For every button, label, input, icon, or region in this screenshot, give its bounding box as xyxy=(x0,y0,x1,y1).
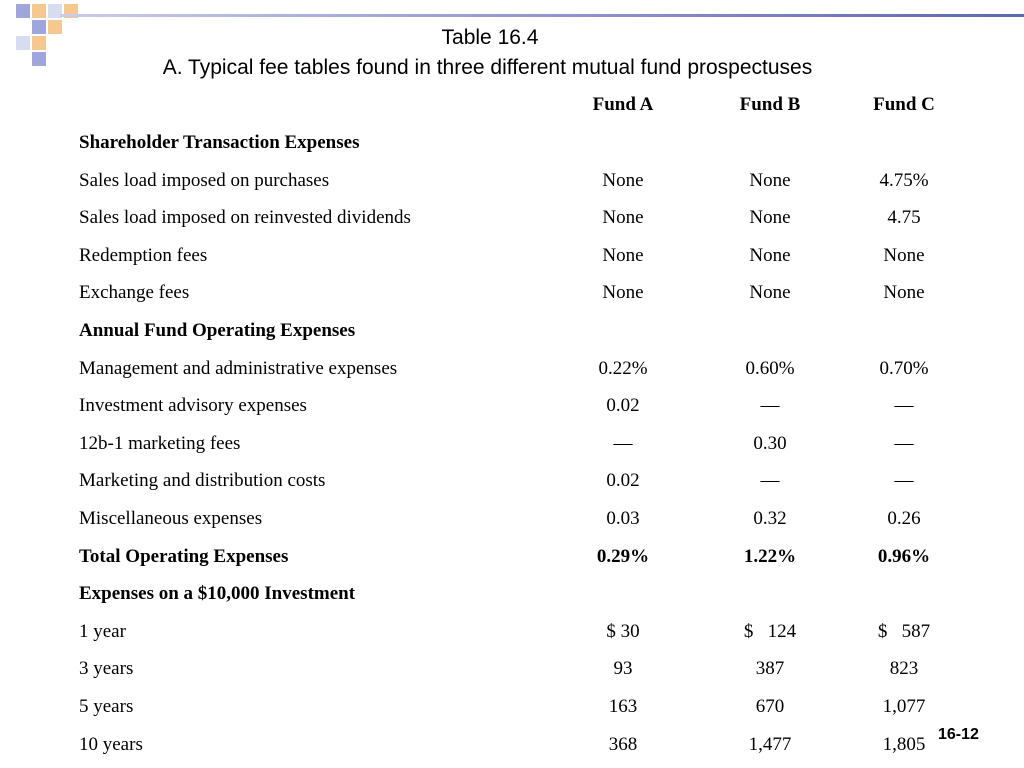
cell-fund-b: — xyxy=(760,470,780,492)
cell-fund-a: 0.03 xyxy=(606,508,640,529)
row-label: Redemption fees xyxy=(79,244,208,266)
cell-fund-b: — xyxy=(760,395,780,417)
corner-decoration xyxy=(16,4,78,66)
row-label: Sales load imposed on purchases xyxy=(79,169,330,191)
cell-fund-a: 0.29% xyxy=(596,545,650,567)
page-number: 16-12 xyxy=(938,726,979,743)
row-label: Shareholder Transaction Expenses xyxy=(79,132,360,153)
cell-fund-b: None xyxy=(749,282,791,304)
cell-fund-c: 0.26 xyxy=(887,508,921,529)
cell-fund-b: None xyxy=(749,207,791,229)
column-header-fund-b: Fund B xyxy=(739,94,801,115)
cell-fund-b: 670 xyxy=(755,696,785,717)
cell-fund-a: 368 xyxy=(608,733,638,755)
cell-fund-b: 0.30 xyxy=(753,432,787,454)
cell-fund-c: 4.75% xyxy=(879,169,929,191)
row-label: Sales load imposed on reinvested dividen… xyxy=(79,207,411,229)
row-label: Total Operating Expenses xyxy=(79,545,289,567)
cell-fund-a: None xyxy=(602,207,644,229)
row-label: Management and administrative expenses xyxy=(79,357,398,379)
cell-fund-a: None xyxy=(602,282,644,304)
row-label: 12b-1 marketing fees xyxy=(79,432,241,454)
cell-fund-b: 1.22% xyxy=(743,545,797,567)
cell-fund-c: 4.75 xyxy=(887,207,921,229)
cell-fund-a: 0.02 xyxy=(606,470,640,492)
cell-fund-b: None xyxy=(749,244,791,266)
row-label: Expenses on a $10,000 Investment xyxy=(79,583,356,605)
cell-fund-b: 0.32 xyxy=(753,508,787,529)
cell-fund-c: None xyxy=(883,244,925,266)
column-header-fund-c: Fund C xyxy=(873,94,935,115)
cell-fund-c: None xyxy=(883,282,925,304)
row-label: 1 year xyxy=(79,620,126,642)
row-label: Exchange fees xyxy=(79,282,190,304)
row-label: 10 years xyxy=(79,733,143,755)
cell-fund-a: None xyxy=(602,244,644,266)
cell-fund-b: 387 xyxy=(755,658,785,680)
row-label: 5 years xyxy=(79,696,134,717)
cell-fund-c: — xyxy=(894,395,914,417)
cell-fund-c: — xyxy=(894,470,914,492)
row-label: Investment advisory expenses xyxy=(79,395,307,417)
cell-fund-c: 0.96% xyxy=(877,545,931,567)
cell-fund-c: — xyxy=(894,432,914,454)
slide-title: Table 16.4 xyxy=(441,26,539,49)
row-label: Marketing and distribution costs xyxy=(79,470,326,492)
cell-fund-c: $ 587 xyxy=(877,620,931,642)
cell-fund-b: 1,477 xyxy=(748,733,792,755)
column-header-fund-a: Fund A xyxy=(592,94,654,115)
cell-fund-a: $ 30 xyxy=(606,620,640,642)
cell-fund-a: None xyxy=(602,169,644,191)
cell-fund-c: 1,805 xyxy=(882,733,926,755)
cell-fund-a: 0.02 xyxy=(606,395,640,417)
header-rule xyxy=(60,14,1024,17)
row-label: Annual Fund Operating Expenses xyxy=(79,320,356,341)
cell-fund-a: 163 xyxy=(608,696,638,717)
cell-fund-c: 1,077 xyxy=(882,696,926,717)
cell-fund-a: — xyxy=(613,432,633,454)
cell-fund-a: 0.22% xyxy=(598,357,648,379)
slide-subtitle: A. Typical fee tables found in three dif… xyxy=(162,56,813,79)
cell-fund-b: None xyxy=(749,169,791,191)
cell-fund-b: $ 124 xyxy=(743,620,797,642)
cell-fund-b: 0.60% xyxy=(745,357,795,379)
cell-fund-a: 93 xyxy=(613,658,633,680)
cell-fund-c: 0.70% xyxy=(879,357,929,379)
cell-fund-c: 823 xyxy=(889,658,919,680)
row-label: 3 years xyxy=(79,658,134,680)
row-label: Miscellaneous expenses xyxy=(79,508,263,529)
